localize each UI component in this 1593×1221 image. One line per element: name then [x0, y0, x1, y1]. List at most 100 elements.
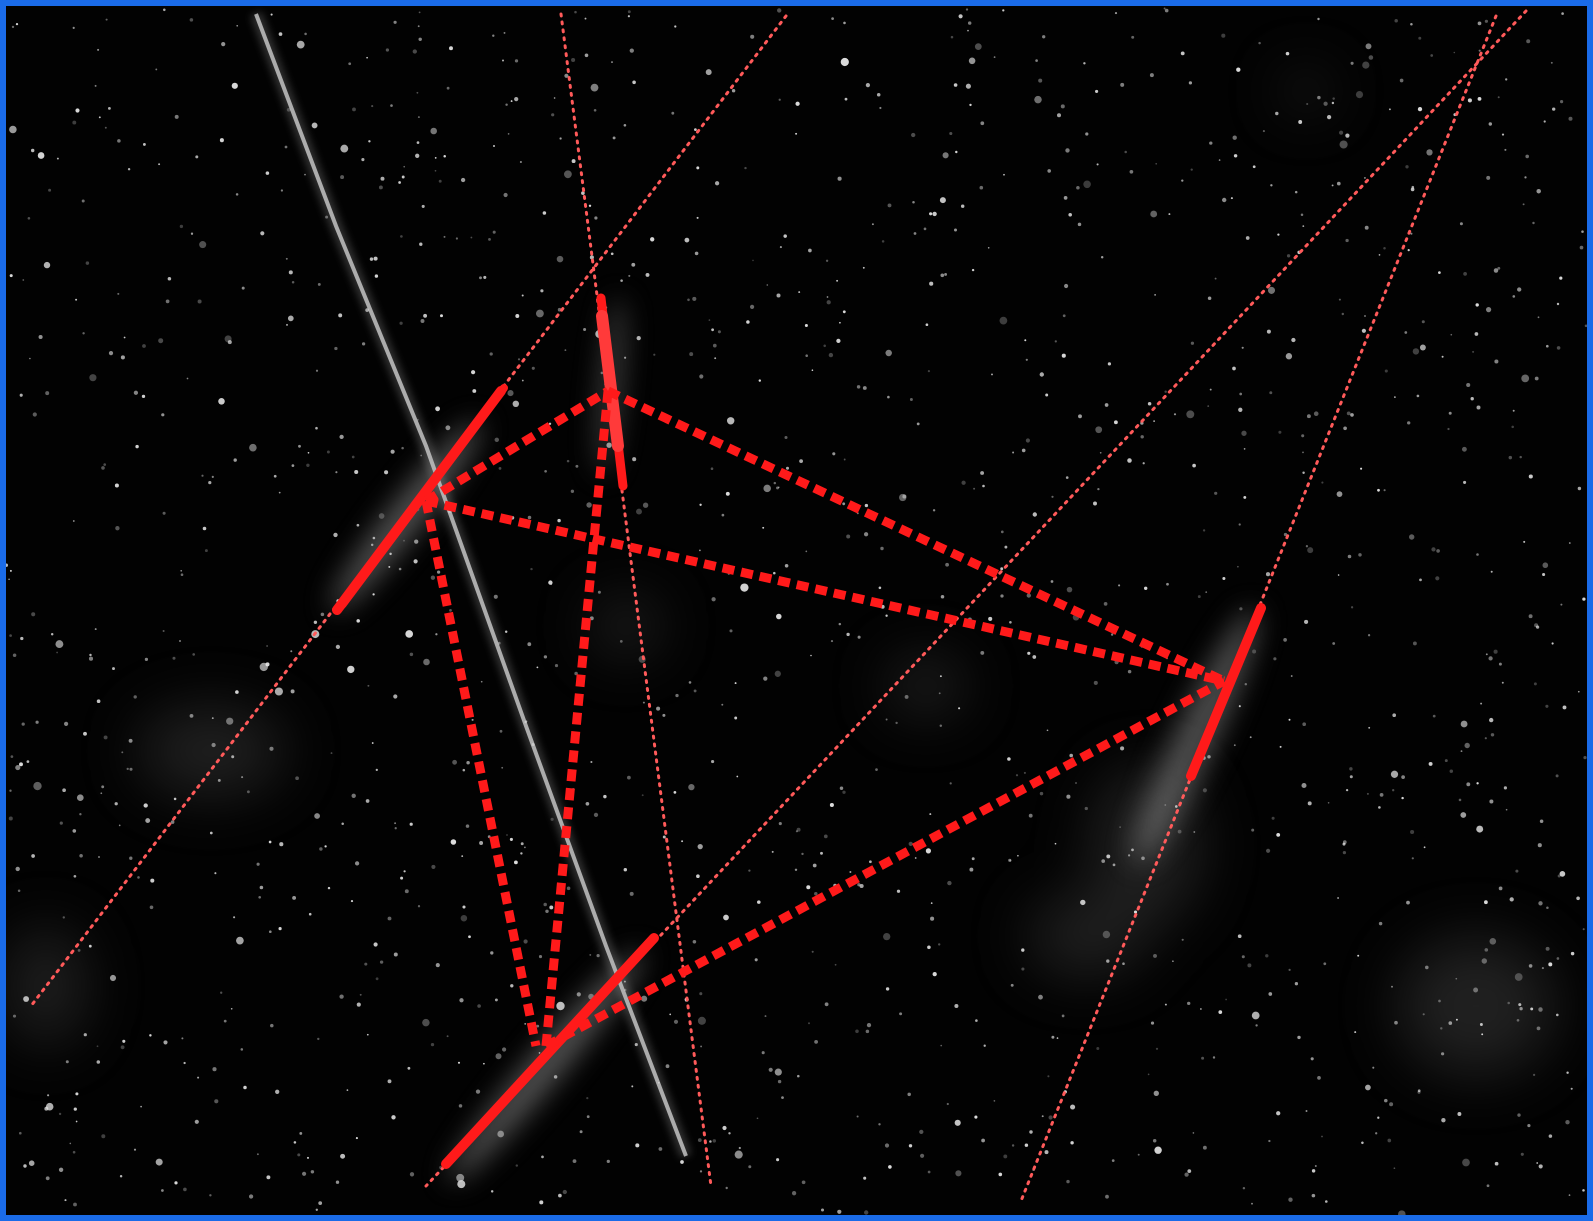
speckle-dot: [1015, 774, 1019, 777]
speckle-dot: [1364, 225, 1369, 230]
speckle-dot: [472, 389, 477, 393]
speckle-dot: [17, 889, 21, 893]
speckle-dot: [1477, 96, 1482, 101]
speckle-dot: [1029, 1130, 1033, 1134]
speckle-dot: [1428, 761, 1433, 766]
speckle-dot: [1045, 393, 1049, 397]
speckle-dot: [1440, 1027, 1443, 1030]
speckle-dot: [777, 486, 780, 489]
speckle-dot: [97, 48, 100, 51]
speckle-dot: [1460, 750, 1463, 753]
speckle-dot: [1265, 572, 1271, 577]
speckle-dot: [1202, 1145, 1207, 1150]
speckle-dot: [837, 176, 842, 181]
speckle-dot: [387, 1079, 392, 1084]
speckle-dot: [298, 444, 301, 448]
speckle-dot: [1221, 33, 1226, 38]
speckle-dot: [88, 656, 94, 661]
speckle-dot: [864, 1210, 869, 1215]
speckle-dot: [1024, 1143, 1029, 1147]
speckle-dot: [1218, 159, 1221, 161]
speckle-dot: [539, 1200, 544, 1205]
speckle-dot: [280, 189, 284, 192]
speckle-dot: [1313, 411, 1319, 417]
speckle-dot: [1368, 55, 1374, 60]
speckle-dot: [233, 916, 236, 919]
speckle-dot: [1238, 705, 1241, 708]
speckle-dot: [320, 612, 325, 617]
speckle-dot: [1368, 726, 1371, 729]
speckle-dot: [1486, 1184, 1490, 1188]
speckle-dot: [520, 842, 524, 846]
speckle-dot: [514, 97, 519, 102]
speckle-dot: [201, 474, 204, 477]
speckle-dot: [929, 813, 932, 816]
speckle-dot: [1050, 580, 1054, 583]
speckle-dot: [1378, 806, 1381, 809]
speckle-dot: [864, 503, 869, 508]
speckle-dot: [999, 316, 1008, 325]
speckle-dot: [1331, 184, 1334, 187]
speckle-dot: [443, 235, 446, 238]
speckle-dot: [8, 578, 10, 581]
speckle-dot: [1504, 148, 1507, 151]
speckle-dot: [468, 935, 471, 939]
speckle-dot: [810, 654, 812, 657]
speckle-dot: [380, 176, 385, 181]
speckle-dot: [1523, 540, 1526, 543]
speckle-dot: [319, 847, 323, 851]
speckle-dot: [856, 1115, 859, 1118]
speckle-dot: [1060, 104, 1065, 109]
speckle-dot: [269, 746, 274, 751]
speckle-dot: [98, 116, 101, 119]
connection-left-bottom: [421, 500, 541, 1047]
speckle-dot: [1367, 634, 1371, 637]
highlighted-segments: [332, 293, 1266, 1169]
speckle-dot: [233, 458, 237, 462]
speckle-dot: [1527, 1124, 1531, 1128]
speckle-dot: [971, 857, 975, 861]
speckle-dot: [527, 642, 532, 647]
speckle-dot: [128, 738, 133, 743]
speckle-dot: [1192, 1132, 1195, 1134]
speckle-dot: [863, 1176, 867, 1180]
speckle-dot: [794, 868, 798, 872]
speckle-dot: [9, 569, 12, 572]
speckle-dot: [1268, 1139, 1271, 1143]
speckle-dot: [729, 629, 733, 633]
speckle-dot: [778, 98, 781, 101]
speckle-dot: [1288, 718, 1291, 721]
speckle-dot: [121, 751, 124, 754]
speckle-dot: [73, 874, 77, 878]
speckle-dot: [1239, 392, 1243, 396]
speckle-dot: [27, 217, 31, 220]
speckle-dot: [1404, 331, 1408, 334]
speckle-dot: [1112, 863, 1116, 867]
speckle-dot: [635, 1143, 640, 1148]
speckle-dot: [556, 255, 564, 263]
speckle-dot: [958, 14, 963, 19]
speckle-dot: [1449, 769, 1454, 773]
speckle-dot: [63, 721, 69, 727]
speckle-dot: [1532, 221, 1535, 225]
speckle-dot: [1252, 165, 1256, 169]
speckle-dot: [505, 103, 508, 106]
speckle-dot: [1068, 213, 1072, 217]
speckle-dot: [480, 680, 483, 683]
speckle-dot: [1556, 957, 1560, 960]
speckle-dot: [83, 731, 87, 736]
speckle-dot: [1336, 491, 1343, 497]
speckle-dot: [1559, 871, 1566, 877]
speckle-dot: [1023, 771, 1026, 774]
speckle-dot: [1065, 148, 1070, 153]
speckle-dot: [1154, 1146, 1162, 1154]
speckle-dot: [62, 788, 66, 793]
speckle-dot: [96, 699, 101, 704]
speckle-dot: [1489, 799, 1494, 804]
speckle-dot: [199, 241, 207, 249]
speckle-dot: [1061, 1014, 1065, 1018]
speckle-dot: [189, 714, 194, 718]
speckle-dot: [1153, 420, 1155, 422]
speckle-dot: [662, 835, 666, 839]
speckle-dot: [993, 1100, 996, 1102]
